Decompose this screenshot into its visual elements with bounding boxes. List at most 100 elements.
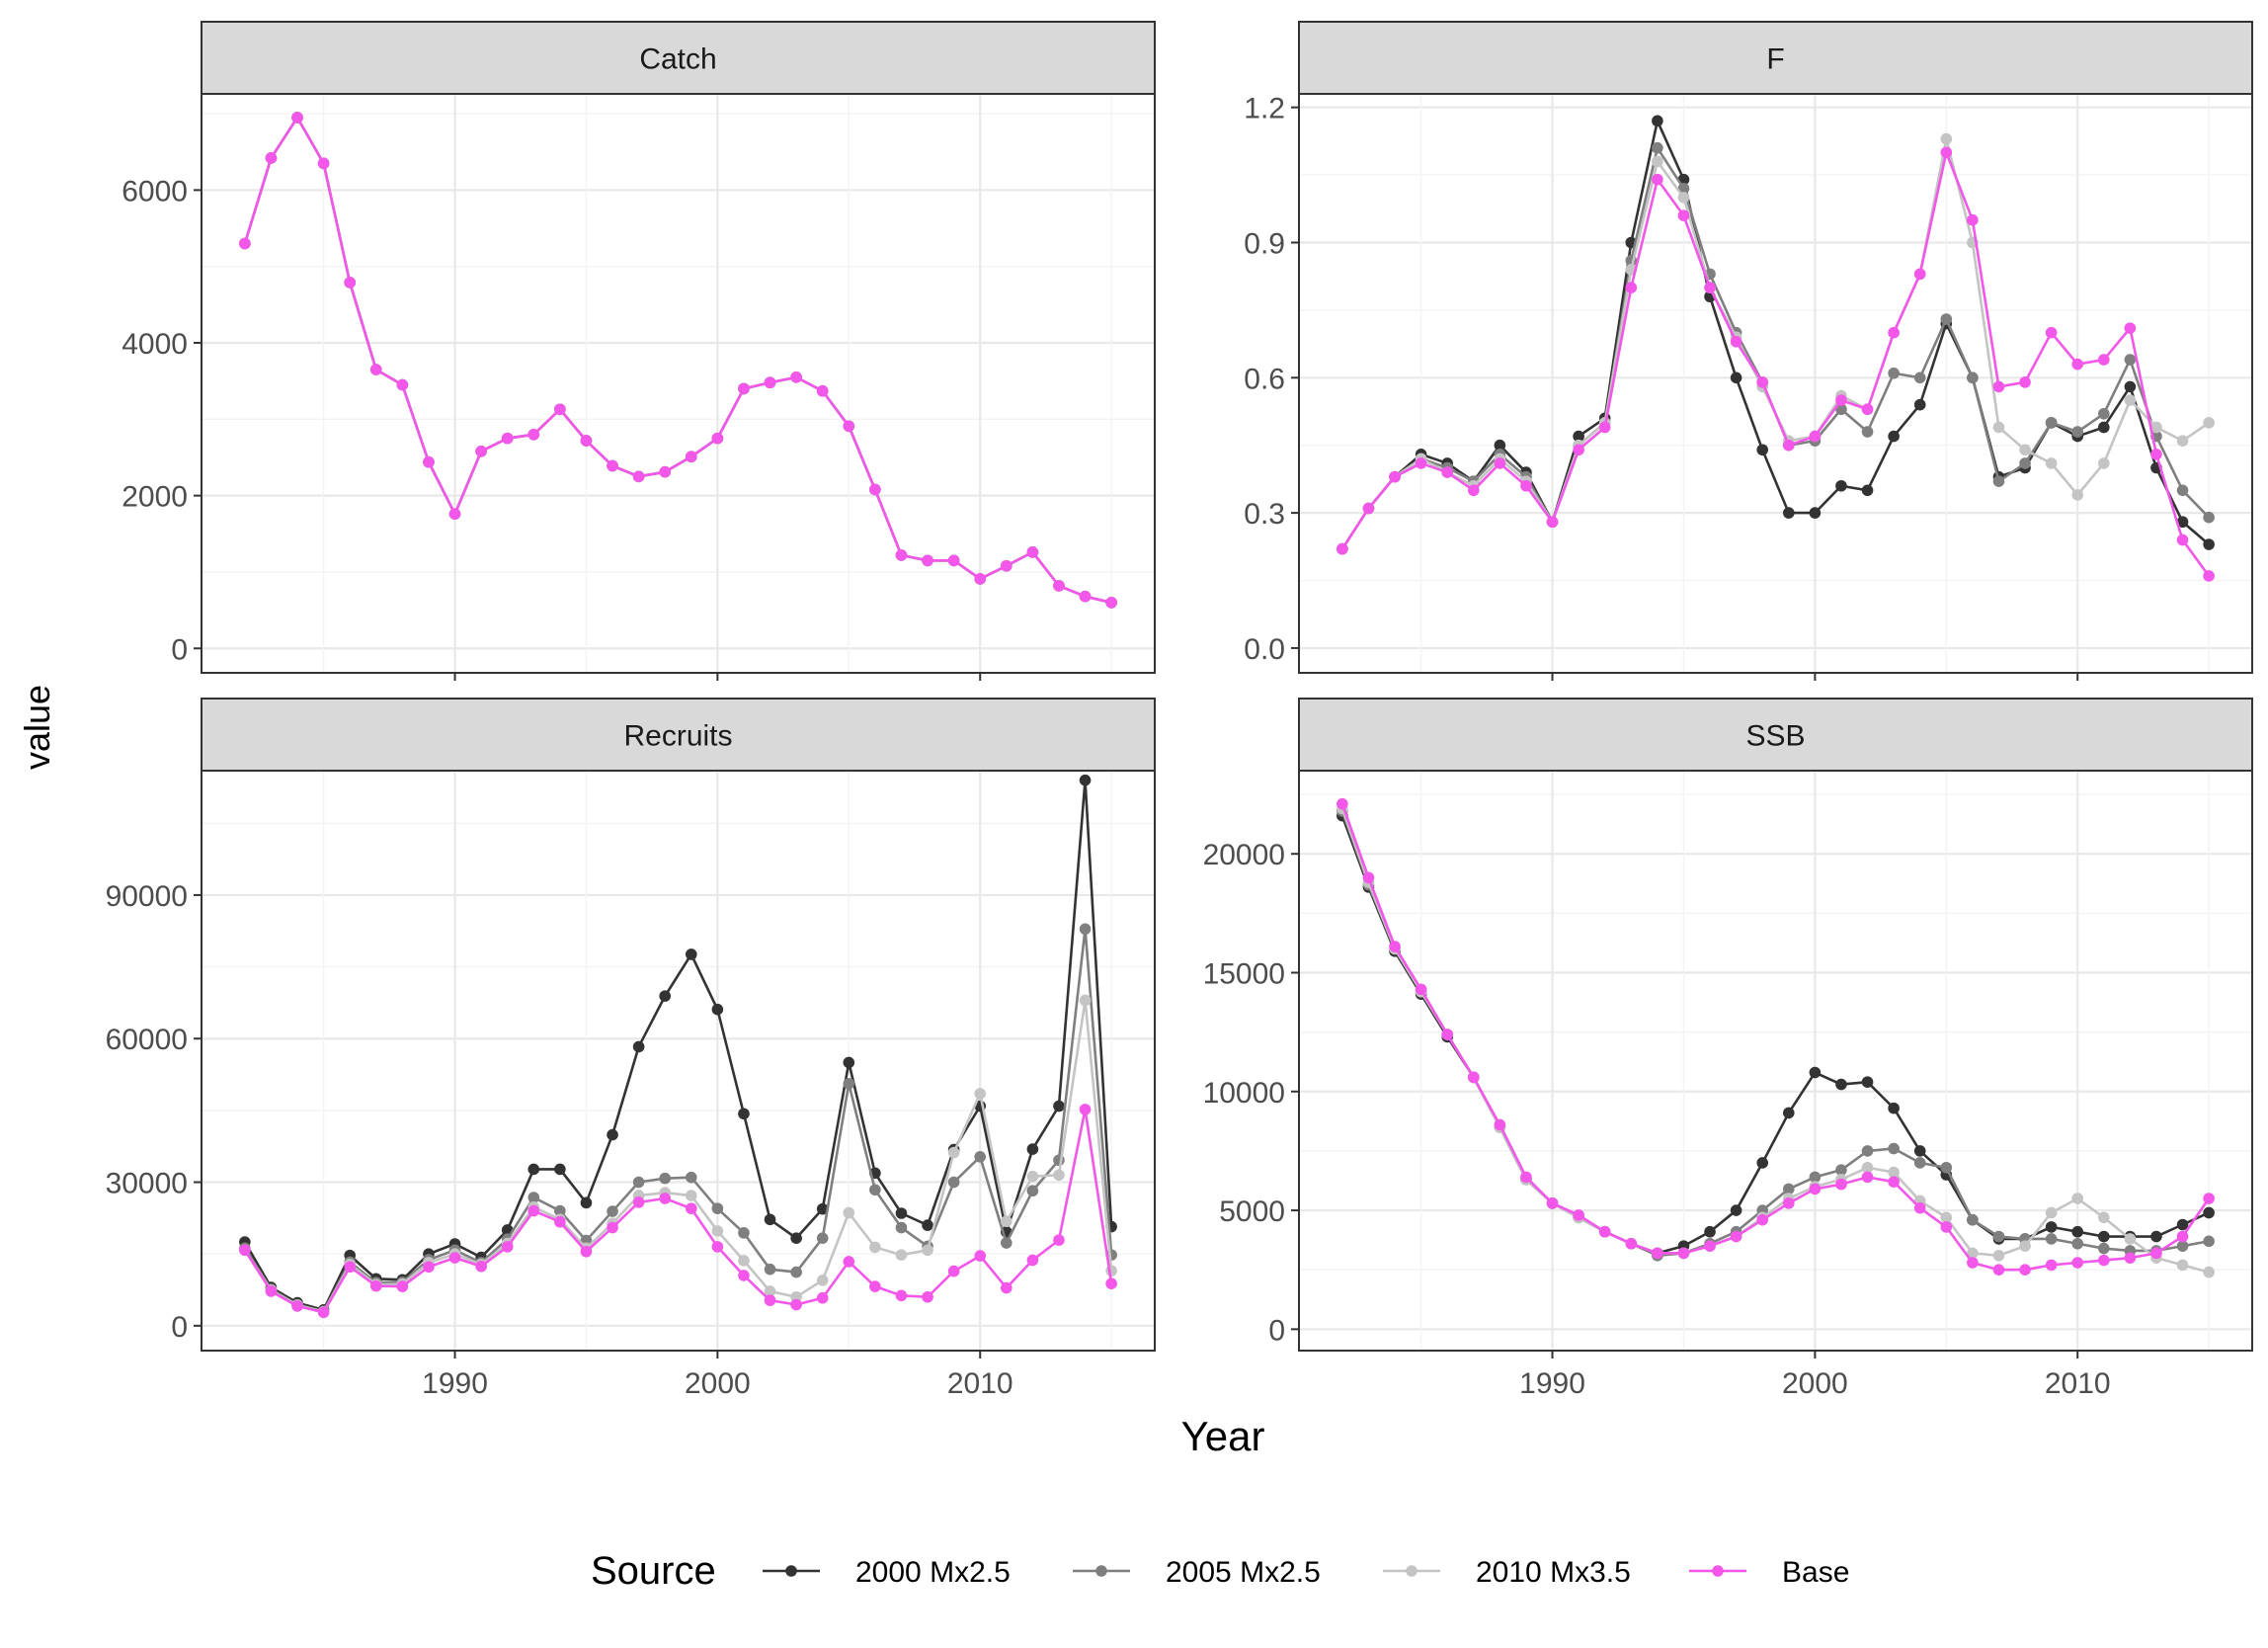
data-point-base: [1026, 1254, 1039, 1267]
data-point-base: [764, 1294, 776, 1306]
data-point-base: [1913, 1201, 1926, 1214]
data-point-base: [1992, 380, 2005, 393]
data-point-2000-mx2-5: [738, 1108, 750, 1120]
data-point-2005-mx2-5: [1967, 371, 1979, 384]
data-point-2000-mx2-5: [1888, 1102, 1900, 1114]
data-point-2010-mx3-5: [1026, 1170, 1039, 1183]
y-tick-label: 90000: [106, 880, 188, 913]
data-point-2000-mx2-5: [1730, 371, 1742, 384]
data-point-2000-mx2-5: [1782, 1107, 1795, 1119]
data-point-2005-mx2-5: [1782, 1183, 1795, 1195]
data-point-base: [2098, 1254, 2110, 1267]
plot-background: [1299, 94, 2252, 673]
data-point-base: [1546, 516, 1559, 529]
data-point-base: [1782, 1197, 1795, 1209]
data-point-base: [554, 403, 566, 416]
data-point-base: [1362, 502, 1375, 515]
legend-items: 2000 Mx2.5 2005 Mx2.5 2010 Mx3.5 Base: [763, 1556, 1849, 1589]
data-point-base: [239, 1244, 251, 1257]
data-point-base: [369, 364, 382, 375]
data-point-2000-mx2-5: [2176, 516, 2189, 529]
data-point-base: [1625, 1237, 1638, 1250]
data-point-2000-mx2-5: [1809, 1066, 1822, 1079]
data-point-base: [396, 1280, 409, 1292]
legend-item-label: Base: [1782, 1556, 1849, 1589]
data-point-2005-mx2-5: [1967, 1213, 1979, 1226]
data-point-base: [1001, 1281, 1012, 1294]
data-point-2000-mx2-5: [1026, 1143, 1039, 1155]
series-line-base: [1340, 803, 2211, 1272]
data-point-base: [1730, 1230, 1742, 1243]
data-point-base: [1704, 1240, 1716, 1252]
data-point-2000-mx2-5: [2124, 380, 2137, 393]
data-point-2000-mx2-5: [1756, 444, 1769, 456]
y-tick-label: 15000: [1203, 957, 1285, 990]
facet-strip: [1298, 21, 2253, 95]
gridlines: [202, 94, 1155, 673]
data-point-base: [2019, 1264, 2031, 1277]
data-point-base: [738, 1270, 750, 1281]
series-line-base: [243, 116, 1112, 605]
data-point-base: [632, 1196, 645, 1208]
data-point-2005-mx2-5: [1835, 1164, 1847, 1176]
data-point-2000-mx2-5: [1053, 1100, 1065, 1112]
data-point-2005-mx2-5: [790, 1266, 802, 1278]
data-point-2005-mx2-5: [2176, 1240, 2189, 1252]
data-point-base: [607, 459, 618, 472]
data-point-2010-mx3-5: [947, 1146, 960, 1159]
panel-f: F 0.0 0.3 0.6 0.9 1.2: [1244, 21, 2253, 681]
data-point-base: [1940, 146, 1953, 159]
data-point-base: [685, 451, 697, 463]
data-point-base: [1888, 1176, 1900, 1188]
data-point-base: [448, 508, 461, 520]
data-point-2005-mx2-5: [2098, 1242, 2110, 1255]
y-tick-label: 0.0: [1244, 633, 1285, 666]
data-point-2010-mx3-5: [2203, 417, 2215, 429]
data-point-base: [317, 1306, 330, 1319]
data-point-base: [2098, 354, 2110, 366]
data-point-2005-mx2-5: [2203, 511, 2215, 524]
data-point-2010-mx3-5: [1652, 155, 1663, 168]
y-tick-label: 6000: [122, 175, 188, 207]
data-point-base: [1861, 1171, 1874, 1184]
data-point-base: [317, 157, 330, 170]
data-point-base: [2045, 1259, 2058, 1272]
facet-strip-label: Recruits: [623, 720, 732, 753]
data-point-2010-mx3-5: [869, 1241, 881, 1254]
x-tick-label: 2010: [2045, 1367, 2111, 1400]
data-point-base: [711, 1241, 724, 1253]
x-tick-label: 2000: [685, 1367, 751, 1400]
legend-item-label: 2000 Mx2.5: [855, 1556, 1011, 1589]
data-point-base: [869, 483, 881, 496]
data-point-base: [632, 470, 645, 483]
data-point-2010-mx3-5: [2019, 444, 2031, 456]
data-point-2000-mx2-5: [685, 948, 697, 960]
y-tick-label: 60000: [106, 1024, 188, 1056]
data-point-2005-mx2-5: [2045, 417, 2058, 429]
y-tick-label: 5000: [1219, 1195, 1285, 1228]
data-point-base: [1704, 282, 1716, 293]
data-point-base: [1053, 1234, 1065, 1246]
data-point-2010-mx3-5: [1940, 1211, 1953, 1224]
data-point-base: [1809, 1183, 1822, 1195]
data-point-2005-mx2-5: [2124, 354, 2137, 366]
data-point-2000-mx2-5: [659, 990, 672, 1002]
data-point-base: [2071, 1257, 2084, 1269]
data-point-2000-mx2-5: [764, 1213, 776, 1226]
data-point-base: [711, 432, 724, 445]
data-point-2010-mx3-5: [2071, 489, 2084, 501]
data-point-2000-mx2-5: [895, 1207, 908, 1219]
series-line-2005-mx2-5: [243, 928, 1113, 1313]
data-point-base: [764, 376, 776, 389]
facet-strip-label: F: [1766, 43, 1784, 76]
data-point-base: [1677, 209, 1690, 221]
data-point-2005-mx2-5: [1992, 1230, 2005, 1243]
data-point-2000-mx2-5: [922, 1219, 933, 1231]
data-point-base: [527, 428, 540, 441]
data-point-base: [1441, 466, 1453, 478]
data-point-2005-mx2-5: [1888, 1142, 1900, 1155]
data-point-base: [1389, 470, 1401, 483]
y-axis-title: value: [17, 685, 57, 770]
facet-strip: [201, 21, 1156, 95]
data-point-2000-mx2-5: [1913, 1145, 1926, 1157]
